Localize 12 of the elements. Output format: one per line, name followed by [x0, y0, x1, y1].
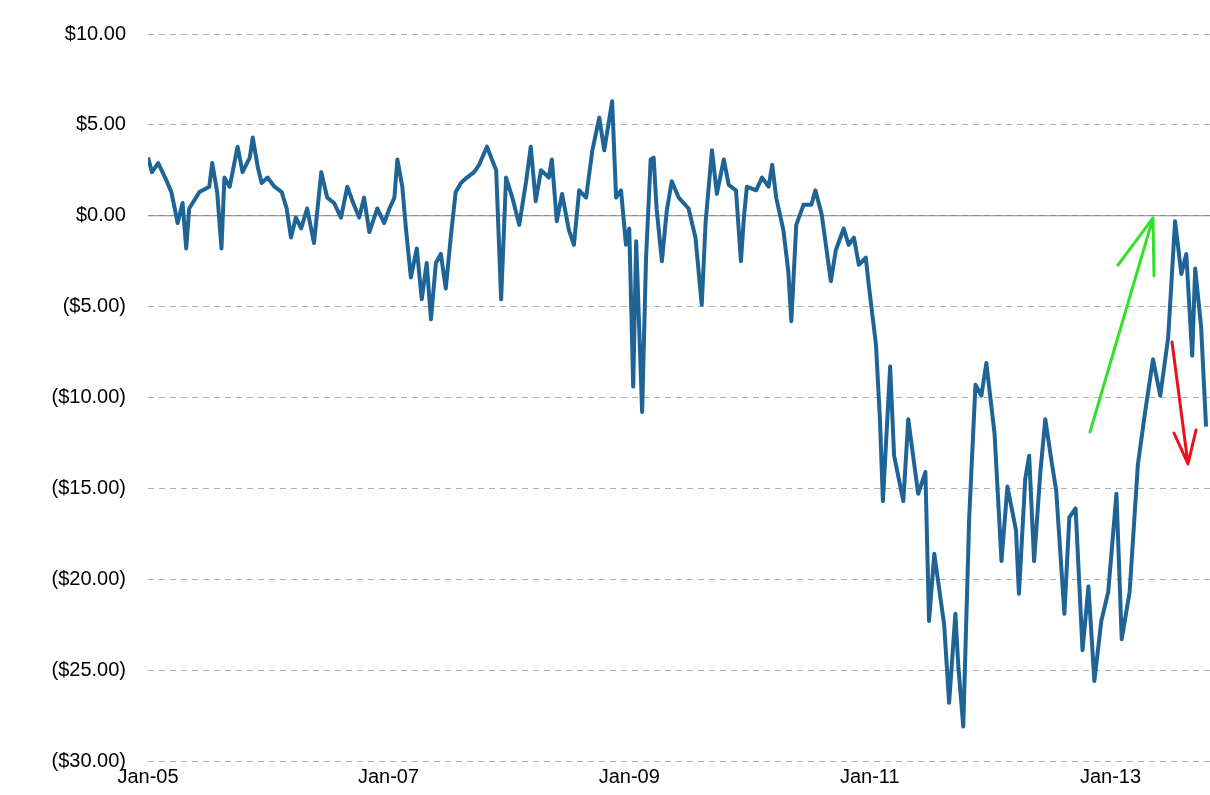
y-tick-label: ($15.00)	[51, 475, 126, 498]
x-tick-label: Jan-13	[1079, 764, 1142, 787]
x-tick-label: Jan-07	[357, 764, 420, 787]
x-tick-label: Jan-09	[598, 764, 660, 787]
y-tick-label: ($20.00)	[51, 566, 126, 589]
y-tick-label: $0.00	[75, 203, 126, 226]
y-tick-label: $10.00	[64, 21, 126, 44]
y-tick-label: ($5.00)	[62, 294, 126, 317]
y-tick-label: ($25.00)	[51, 657, 126, 680]
x-tick-label: Jan-11	[839, 764, 900, 787]
y-tick-label: ($10.00)	[51, 385, 126, 408]
y-tick-label: $5.00	[75, 112, 126, 135]
